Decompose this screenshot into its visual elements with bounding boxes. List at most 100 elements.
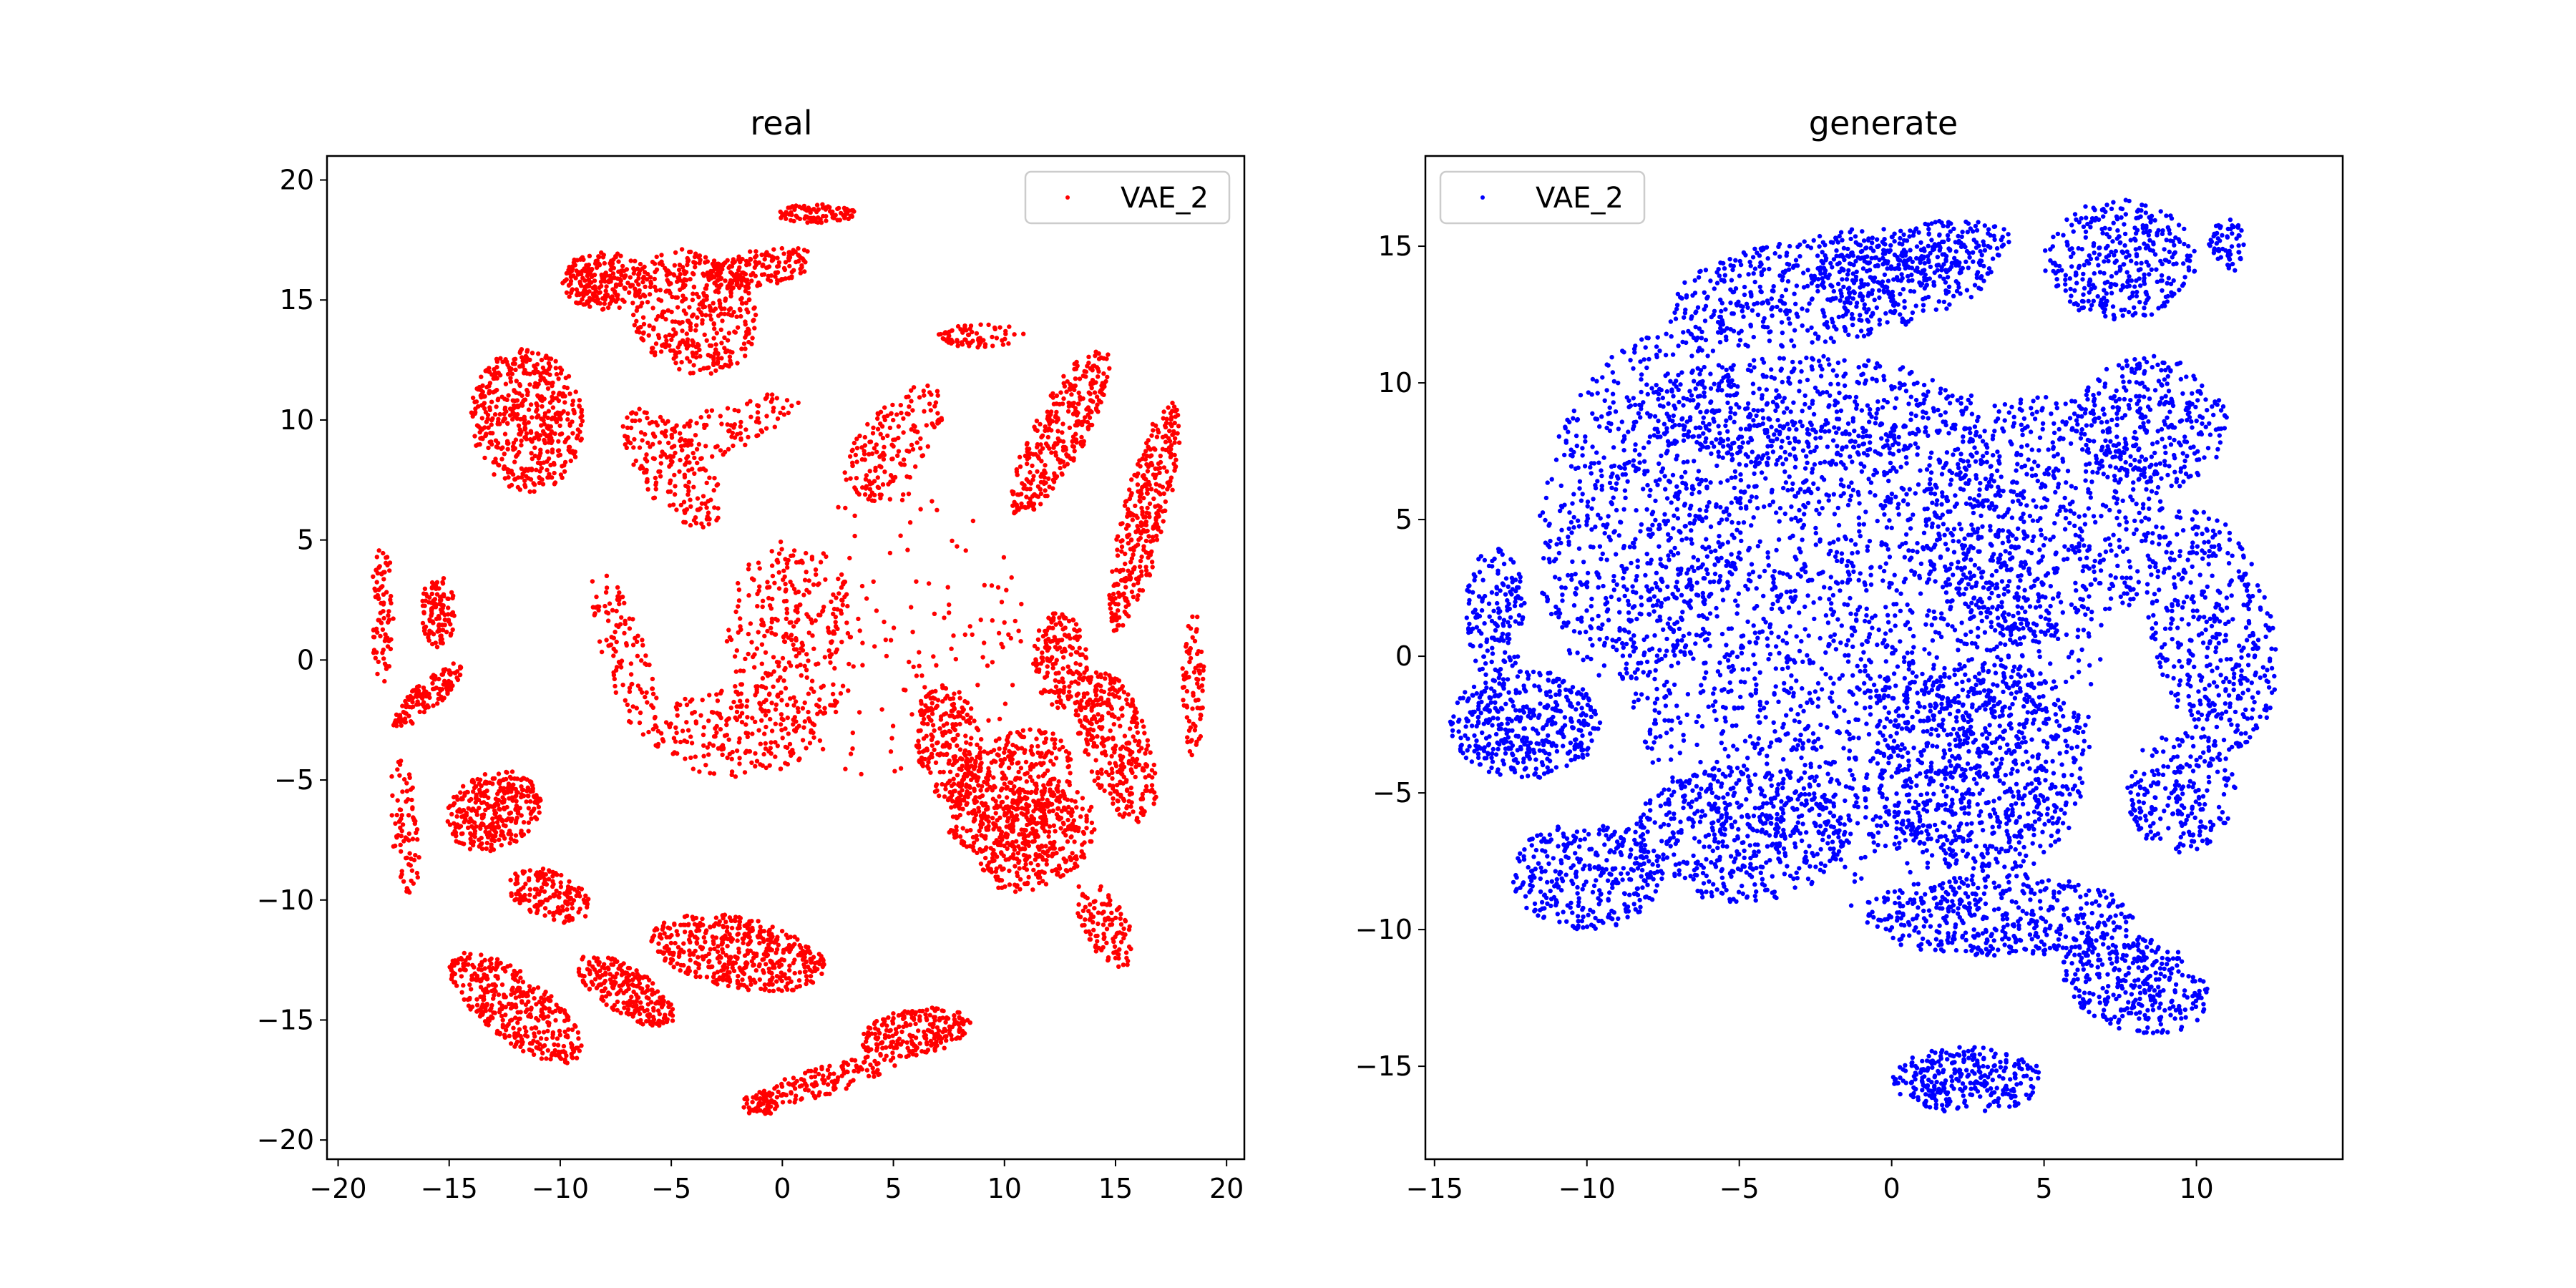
scatter-point: [525, 1007, 530, 1013]
scatter-point: [562, 1050, 567, 1055]
scatter-point: [1139, 569, 1144, 574]
scatter-point: [510, 416, 515, 422]
scatter-point: [509, 371, 514, 376]
scatter-point: [1067, 669, 1072, 674]
scatter-point: [434, 645, 440, 650]
scatter-point: [1133, 503, 1138, 509]
scatter-point: [523, 467, 529, 472]
scatter-point: [688, 324, 693, 330]
scatter-point: [1153, 794, 1158, 800]
scatter-point: [556, 453, 561, 458]
scatter-point: [989, 760, 995, 765]
scatter-point: [557, 431, 563, 437]
scatter-point: [520, 358, 525, 364]
scatter-point: [694, 323, 699, 328]
scatter-point: [821, 213, 826, 219]
scatter-point: [1149, 549, 1154, 555]
scatter-point: [1158, 504, 1163, 509]
scatter-point: [1109, 713, 1115, 718]
scatter-point: [556, 376, 561, 381]
scatter-point: [1158, 459, 1163, 465]
scatter-point: [635, 971, 640, 977]
scatter-point: [1078, 439, 1083, 445]
scatter-point: [926, 714, 931, 720]
scatter-point: [614, 971, 620, 976]
scatter-point: [514, 839, 519, 844]
scatter-point: [802, 216, 807, 221]
scatter-point: [535, 362, 540, 367]
scatter-point: [1146, 438, 1151, 443]
scatter-point: [458, 824, 464, 829]
scatter-point: [519, 438, 524, 444]
scatter-point: [467, 982, 472, 987]
scatter-point: [972, 788, 977, 794]
scatter-point: [636, 282, 641, 287]
scatter-point: [808, 208, 813, 213]
scatter-point: [1033, 857, 1038, 862]
scatter-point: [1061, 396, 1066, 401]
scatter-point: [509, 992, 514, 997]
scatter-point: [657, 261, 662, 266]
scatter-point: [1143, 751, 1148, 756]
scatter-point: [1070, 444, 1075, 449]
scatter-point: [492, 412, 498, 417]
scatter-point: [673, 250, 678, 255]
scatter-point: [735, 325, 741, 330]
scatter-point: [446, 605, 451, 610]
scatter-point: [1055, 647, 1060, 652]
scatter-point: [983, 855, 988, 861]
scatter-point: [1013, 744, 1019, 749]
scatter-point: [732, 259, 737, 265]
scatter-point: [431, 676, 436, 682]
scatter-point: [980, 784, 985, 789]
scatter-point: [1045, 444, 1050, 449]
scatter-point: [640, 315, 646, 320]
scatter-point: [1043, 463, 1048, 468]
scatter-point: [499, 843, 504, 848]
scatter-point: [1078, 662, 1083, 667]
scatter-point: [404, 711, 409, 716]
scatter-point: [1074, 693, 1080, 698]
scatter-point: [682, 930, 688, 935]
scatter-point: [1052, 635, 1057, 640]
scatter-point: [1163, 439, 1169, 444]
scatter-point: [673, 940, 678, 946]
scatter-point: [1085, 752, 1091, 757]
scatter-point: [1020, 787, 1025, 793]
scatter-point: [1120, 767, 1125, 773]
scatter-point: [798, 266, 803, 272]
scatter-point: [654, 1021, 659, 1026]
scatter-point: [570, 1055, 575, 1060]
scatter-point: [519, 355, 525, 360]
scatter-point: [621, 980, 627, 985]
scatter-point: [1073, 622, 1079, 627]
scatter-point: [783, 260, 789, 265]
scatter-point: [586, 277, 591, 283]
scatter-point: [1031, 867, 1036, 873]
scatter-point: [1005, 840, 1010, 846]
scatter-point: [985, 804, 990, 810]
scatter-point: [647, 292, 653, 297]
scatter-point: [1021, 836, 1027, 841]
scatter-point: [1096, 369, 1101, 374]
scatter-point: [604, 284, 609, 289]
scatter-point: [491, 776, 496, 781]
scatter-point: [1110, 600, 1116, 605]
scatter-point: [681, 941, 686, 946]
scatter-point: [1015, 798, 1021, 803]
scatter-point: [652, 284, 658, 290]
scatter-point: [990, 852, 995, 857]
scatter-point: [941, 685, 946, 691]
scatter-point: [1018, 766, 1024, 771]
scatter-point: [578, 415, 583, 420]
scatter-point: [952, 691, 957, 696]
scatter-point: [494, 387, 499, 393]
scatter-point: [539, 1008, 545, 1013]
scatter-point: [1153, 423, 1158, 428]
chart-title: real: [750, 104, 812, 142]
scatter-point: [977, 847, 982, 852]
scatter-point: [480, 1003, 486, 1009]
scatter-point: [1121, 798, 1127, 804]
scatter-point: [567, 449, 573, 455]
scatter-point: [1006, 765, 1012, 771]
